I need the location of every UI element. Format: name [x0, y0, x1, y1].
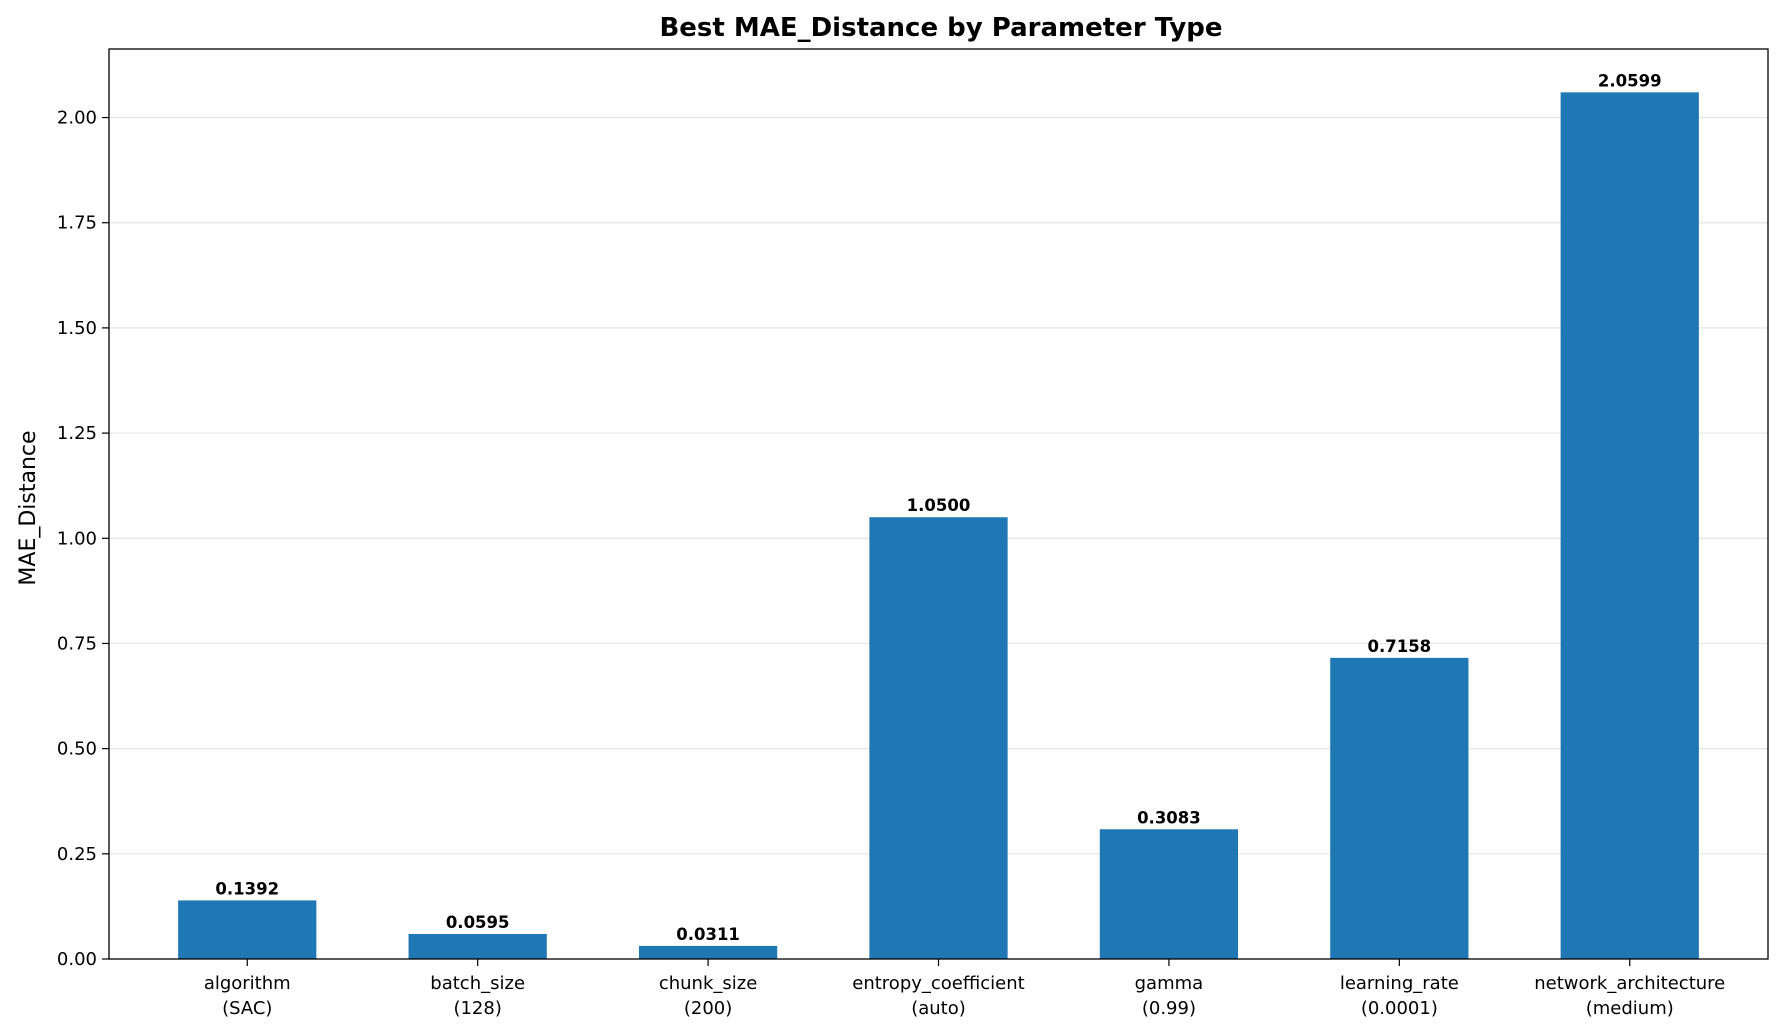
bar-value-label: 0.3083 — [1137, 808, 1201, 827]
x-tick-label: chunk_size — [659, 973, 757, 994]
x-tick-label: (SAC) — [222, 998, 272, 1019]
bar — [1099, 829, 1239, 959]
bar — [1330, 657, 1469, 959]
y-tick-label: 1.25 — [57, 423, 97, 444]
bars — [178, 92, 1699, 960]
x-tick-label: gamma — [1135, 973, 1204, 994]
y-tick-label: 1.50 — [57, 318, 97, 339]
y-tick-label: 0.25 — [57, 844, 97, 865]
bar — [869, 517, 1008, 959]
x-tick-label: network_architecture — [1534, 973, 1725, 994]
bar — [638, 945, 778, 959]
x-tick-label: (200) — [684, 998, 732, 1019]
y-tick-label: 0.50 — [57, 739, 97, 760]
x-tick-label: (128) — [453, 998, 501, 1019]
bar — [1560, 92, 1699, 960]
y-tick-label: 1.00 — [57, 528, 97, 549]
x-tick-label: (0.99) — [1142, 998, 1196, 1019]
y-tick-label: 0.75 — [57, 633, 97, 654]
bar — [178, 900, 317, 959]
x-axis-ticks: algorithm (SAC) batch_size (128) chunk_size (… — [204, 959, 1725, 1019]
bar-value-label: 0.7158 — [1367, 637, 1431, 656]
x-tick-label: (0.0001) — [1361, 998, 1438, 1019]
y-tick-label: 2.00 — [57, 108, 97, 129]
x-tick-label: (medium) — [1586, 998, 1674, 1019]
x-tick-label: learning_rate — [1340, 973, 1459, 994]
y-tick-label: 0.00 — [57, 949, 97, 970]
bar-value-label: 0.0595 — [446, 913, 510, 932]
y-axis-label: MAE_Distance — [16, 430, 41, 585]
bar-value-label: 2.0599 — [1598, 71, 1662, 90]
bar-value-label: 0.1392 — [215, 879, 279, 898]
y-tick-label: 1.75 — [57, 213, 97, 234]
x-tick-label: entropy_coefficient — [852, 973, 1024, 994]
data-labels: 0.1392 0.0595 0.0311 1.0500 0.3083 0.7158 2.05… — [215, 71, 1661, 944]
y-axis-ticks: 0.00 0.25 0.50 0.75 1.00 1.25 1.50 1.75 2.00 — [57, 108, 109, 970]
plot-frame — [108, 48, 1769, 960]
chart-title: Best MAE_Distance by Parameter Type — [659, 13, 1222, 43]
bar — [408, 933, 547, 959]
x-tick-label: algorithm — [204, 973, 291, 994]
x-tick-label: (auto) — [911, 998, 966, 1019]
bar-value-label: 1.0500 — [907, 496, 971, 515]
x-tick-label: batch_size — [430, 973, 525, 994]
bar-value-label: 0.0311 — [676, 925, 740, 944]
